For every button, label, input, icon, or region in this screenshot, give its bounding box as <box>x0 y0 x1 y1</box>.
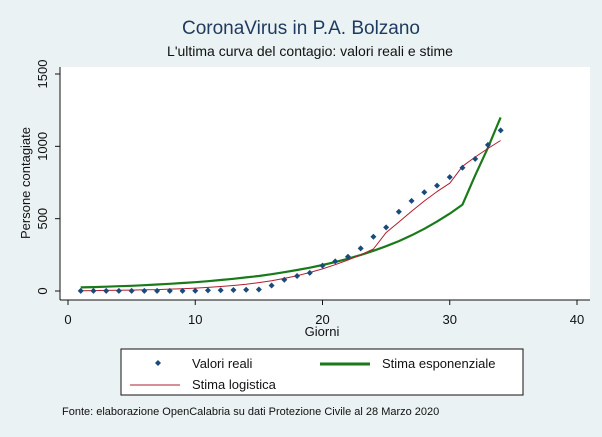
data-point <box>217 287 224 294</box>
data-point <box>77 287 84 294</box>
legend-label-valori-reali: Valori reali <box>192 356 253 371</box>
data-point <box>154 287 161 294</box>
series-line-stima-logistica <box>80 140 501 292</box>
legend-label-stima-logistica: Stima logistica <box>192 377 277 392</box>
data-point <box>306 269 313 276</box>
data-point <box>408 197 415 204</box>
x-tick-label: 0 <box>64 312 71 327</box>
data-point <box>192 287 199 294</box>
legend-label-stima-esponenziale: Stima esponenziale <box>382 356 495 371</box>
data-point <box>383 224 390 231</box>
data-point <box>370 233 377 240</box>
x-tick-label: 10 <box>188 312 202 327</box>
data-point <box>395 208 402 215</box>
x-axis-ticks: 0 10 20 30 40 <box>64 300 584 327</box>
series-line-stima-esponenziale <box>80 116 502 289</box>
x-axis-title: Giorni <box>305 324 340 339</box>
data-point <box>115 287 122 294</box>
data-point <box>128 287 135 294</box>
legend-marker-valori-reali <box>155 360 161 366</box>
chart-title: CoronaVirus in P.A. Bolzano <box>182 18 420 39</box>
y-tick-label: 0 <box>35 287 50 294</box>
data-point <box>166 287 173 294</box>
data-point <box>230 286 237 293</box>
data-point <box>294 272 301 279</box>
data-point <box>472 155 479 162</box>
data-point <box>204 287 211 294</box>
data-point <box>103 287 110 294</box>
y-tick-label: 500 <box>35 208 50 230</box>
data-point <box>243 286 250 293</box>
data-point <box>141 287 148 294</box>
data-point <box>179 287 186 294</box>
data-point <box>484 141 491 148</box>
y-axis-ticks: 0 500 1000 1500 <box>35 60 60 295</box>
x-tick-label: 30 <box>443 312 457 327</box>
data-point <box>332 258 339 265</box>
data-point <box>319 262 326 269</box>
data-point <box>459 164 466 171</box>
chart-subtitle: L'ultima curva del contagio: valori real… <box>167 43 453 59</box>
data-point <box>90 287 97 294</box>
data-point <box>421 189 428 196</box>
series-layer <box>77 116 504 294</box>
x-tick-label: 20 <box>315 312 329 327</box>
legend-box <box>120 348 524 396</box>
data-point <box>268 282 275 289</box>
data-point <box>281 276 288 283</box>
data-point <box>357 245 364 252</box>
data-point <box>434 182 441 189</box>
y-axis-title: Persone contagiate <box>18 127 33 239</box>
data-point <box>446 174 453 181</box>
y-tick-label: 1000 <box>35 132 50 161</box>
y-tick-label: 1500 <box>35 60 50 89</box>
x-tick-label: 40 <box>570 312 584 327</box>
data-point <box>255 286 262 293</box>
plot-area <box>60 67 590 300</box>
data-point <box>344 253 351 260</box>
source-note: Fonte: elaborazione OpenCalabria su dati… <box>62 406 439 418</box>
data-point <box>497 127 504 134</box>
